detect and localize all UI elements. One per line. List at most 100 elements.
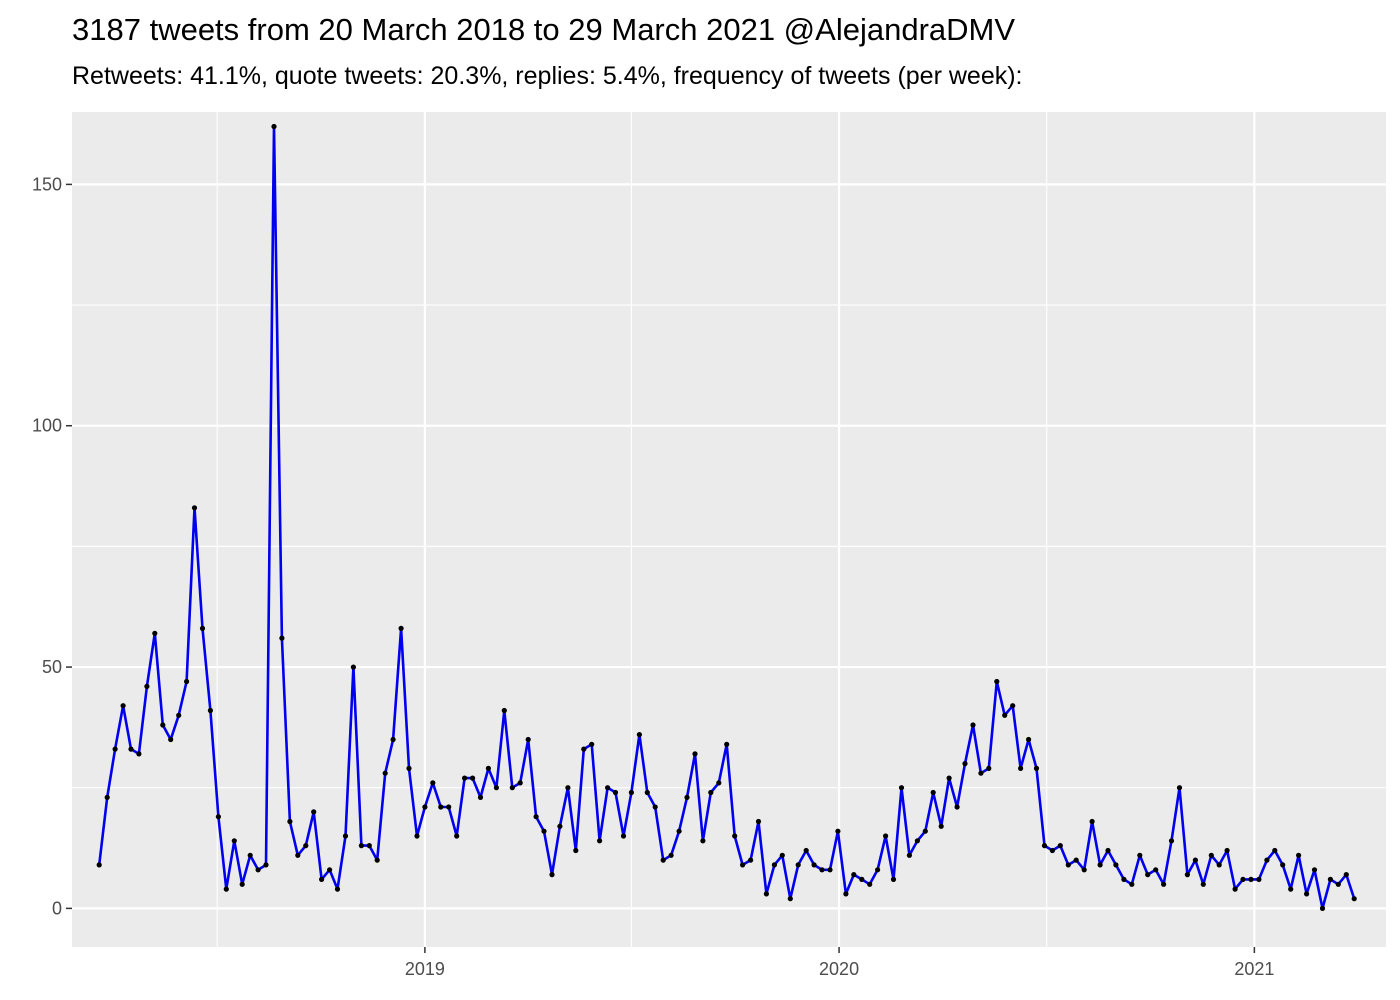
- y-tick-label: 100: [32, 416, 62, 436]
- data-point: [1081, 867, 1087, 873]
- data-point: [247, 852, 253, 858]
- y-tick-label: 50: [42, 657, 62, 677]
- data-point: [1208, 852, 1214, 858]
- data-point: [962, 761, 968, 767]
- data-point: [557, 823, 563, 829]
- data-point: [1240, 876, 1246, 883]
- data-point: [501, 707, 507, 714]
- data-point: [549, 872, 555, 878]
- y-tick-label: 0: [52, 898, 62, 918]
- data-point: [994, 678, 1000, 685]
- data-point: [287, 818, 293, 825]
- data-point: [1224, 847, 1230, 854]
- data-point: [1256, 876, 1262, 883]
- data-point: [1033, 765, 1040, 772]
- data-point: [1343, 872, 1349, 878]
- data-point: [1168, 838, 1175, 844]
- data-point: [954, 804, 960, 810]
- data-point: [112, 746, 118, 752]
- data-point: [819, 867, 825, 873]
- data-point: [1089, 818, 1095, 825]
- data-point: [1161, 881, 1167, 887]
- data-point: [1351, 896, 1357, 902]
- data-point: [422, 804, 428, 810]
- data-point: [1184, 872, 1190, 878]
- data-point: [1248, 876, 1254, 883]
- data-point: [1145, 872, 1151, 878]
- data-point: [644, 789, 650, 796]
- data-point: [493, 785, 499, 791]
- data-point: [533, 814, 539, 820]
- data-point: [811, 862, 817, 868]
- data-point: [898, 785, 905, 791]
- data-point: [184, 678, 190, 685]
- data-point: [1049, 847, 1055, 854]
- data-point: [883, 833, 889, 839]
- data-point: [779, 852, 785, 858]
- data-point: [867, 881, 873, 887]
- data-point: [684, 794, 690, 801]
- data-point: [1010, 703, 1016, 709]
- data-point: [517, 780, 523, 786]
- data-point: [430, 780, 436, 786]
- data-point: [589, 741, 595, 747]
- data-point: [1335, 881, 1341, 887]
- data-point: [1002, 712, 1008, 718]
- data-point: [1327, 876, 1333, 883]
- data-point: [676, 828, 682, 834]
- data-points: [96, 123, 1357, 912]
- data-point: [96, 862, 102, 868]
- data-point: [581, 746, 587, 752]
- data-point: [875, 867, 881, 873]
- data-point: [358, 843, 364, 849]
- data-point: [311, 809, 317, 815]
- data-point: [199, 625, 206, 632]
- data-point: [1129, 881, 1135, 887]
- data-point: [573, 847, 579, 854]
- data-point: [1288, 886, 1294, 892]
- x-tick-label: 2021: [1234, 959, 1274, 979]
- data-point: [1113, 862, 1119, 868]
- data-point: [1232, 886, 1238, 892]
- data-point: [922, 828, 928, 834]
- data-point: [1097, 862, 1103, 868]
- data-point: [303, 843, 309, 849]
- data-point: [374, 857, 380, 863]
- data-point: [597, 838, 603, 844]
- data-point: [350, 664, 356, 670]
- data-point: [104, 794, 110, 801]
- data-point: [1272, 847, 1278, 854]
- x-axis: 2019 2020 2021: [405, 947, 1274, 979]
- data-point: [986, 765, 992, 772]
- data-point: [787, 896, 793, 902]
- data-point: [565, 785, 571, 791]
- data-point: [1073, 857, 1079, 863]
- data-point: [120, 703, 126, 709]
- data-point: [724, 741, 730, 747]
- data-point: [1192, 857, 1198, 863]
- data-point: [128, 746, 134, 752]
- data-point: [803, 847, 809, 854]
- data-point: [1041, 843, 1048, 849]
- data-point: [827, 867, 833, 873]
- x-tick-label: 2020: [819, 959, 859, 979]
- data-point: [668, 852, 674, 858]
- data-point: [191, 505, 198, 511]
- data-point: [620, 833, 627, 839]
- data-point: [835, 828, 841, 834]
- data-point: [1137, 852, 1143, 858]
- y-axis: 0 50 100 150: [32, 174, 72, 918]
- data-point: [382, 770, 388, 776]
- data-point: [390, 736, 396, 743]
- data-point: [946, 775, 952, 781]
- data-point: [628, 789, 635, 796]
- data-point: [906, 852, 913, 858]
- data-point: [930, 789, 936, 796]
- data-point: [914, 838, 921, 844]
- data-point: [334, 886, 341, 892]
- data-point: [485, 765, 491, 772]
- data-point: [319, 876, 325, 883]
- data-point: [231, 838, 237, 844]
- data-point: [732, 833, 738, 839]
- data-point: [223, 886, 229, 892]
